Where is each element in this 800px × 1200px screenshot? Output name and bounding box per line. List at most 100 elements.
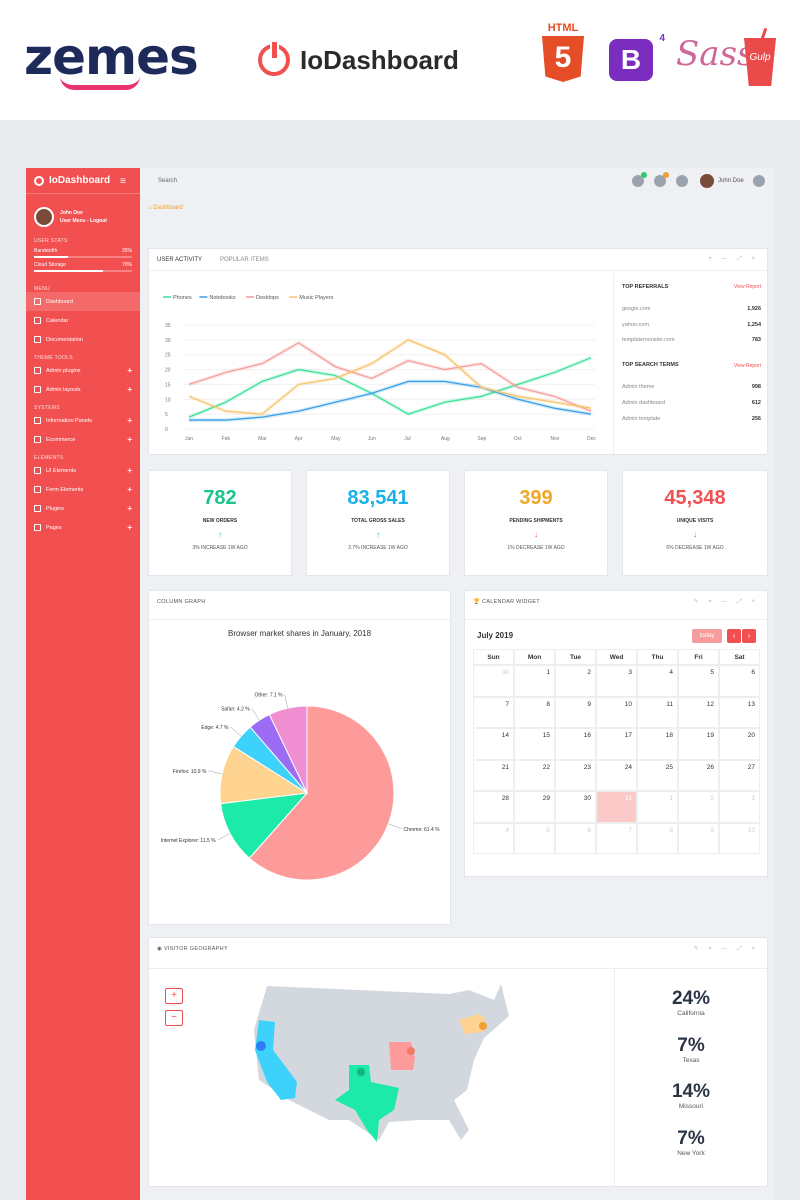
state-missouri[interactable] [389,1042,415,1070]
sidebar-user-links[interactable]: User Menu - Logout [60,218,107,224]
calendar-day[interactable]: 20 [719,728,760,760]
calendar-day[interactable]: 19 [678,728,719,760]
state-new-york[interactable] [459,1014,485,1034]
referral-row[interactable]: yahoo.com 1,254 [622,322,761,328]
marker-new-york[interactable] [479,1022,487,1030]
calendar-day[interactable]: 4 [637,665,678,697]
sidebar-brand[interactable]: IoDashboard ≡ [26,168,140,194]
calendar-day[interactable]: 27 [719,759,760,791]
calendar-day[interactable]: 12 [678,696,719,728]
calendar-day[interactable]: 5 [514,822,555,854]
sidebar-item-admin-layouts[interactable]: Admin layouts + [26,380,140,399]
calendar-day[interactable]: 5 [678,665,719,697]
expand-icon[interactable]: + [127,485,132,494]
breadcrumb[interactable]: ⌂ Dashboard [148,205,183,211]
marker-texas[interactable] [357,1068,365,1076]
calendar-day[interactable]: 6 [555,822,596,854]
sidebar-item-ui-elements[interactable]: UI Elements + [26,461,140,480]
bell-icon[interactable] [654,172,669,187]
calendar-day[interactable]: 3 [719,791,760,823]
card-tools[interactable]: ✎ ⌖ — ⤢ × [693,599,759,605]
chat-icon[interactable] [632,172,647,187]
calendar-day[interactable]: 1 [637,791,678,823]
expand-icon[interactable]: + [127,523,132,532]
calendar-day[interactable]: 18 [637,728,678,760]
card-tools[interactable]: ✎ ⌖ — ⤢ × [693,946,759,952]
calendar-day[interactable]: 29 [514,791,555,823]
expand-icon[interactable]: + [127,366,132,375]
calendar-day[interactable]: 6 [719,665,760,697]
tab-popular-items[interactable]: POPULAR ITEMS [220,256,269,263]
calendar-day[interactable]: 3 [596,665,637,697]
sidebar-user[interactable]: John Doe User Menu - Logout [26,202,140,232]
calendar-day[interactable]: 9 [555,696,596,728]
calendar-day[interactable]: 17 [596,728,637,760]
view-report-link[interactable]: View Report [733,284,761,290]
topbar-user-name[interactable]: John Doe [718,178,744,184]
sidebar-item-calendar[interactable]: Calendar [26,311,140,330]
next-month-button[interactable]: › [742,629,756,643]
calendar-day[interactable]: 8 [637,822,678,854]
tab-user-activity[interactable]: USER ACTIVITY [157,256,203,263]
avatar[interactable] [700,174,714,188]
calendar-day[interactable]: 13 [719,696,760,728]
sidebar-item-admin-plugins[interactable]: Admin plugins + [26,361,140,380]
avatar[interactable] [34,207,54,227]
state-california[interactable] [255,1020,297,1100]
card-tools[interactable]: ⌖ — ⤢ × [708,256,759,262]
marker-california[interactable] [256,1041,266,1051]
marker-missouri[interactable] [407,1047,415,1055]
expand-icon[interactable]: + [127,385,132,394]
hamburger-menu-icon[interactable]: ≡ [120,176,126,187]
calendar-day[interactable]: 30 [473,665,514,697]
sidebar-item-form-elements[interactable]: Form Elements + [26,480,140,499]
calendar-day[interactable]: 16 [555,728,596,760]
calendar-day[interactable]: 7 [596,822,637,854]
calendar-day[interactable]: 31 [596,791,637,823]
calendar-day[interactable]: 1 [514,665,555,697]
expand-icon[interactable]: + [127,466,132,475]
sidebar-item-pages[interactable]: Pages + [26,518,140,537]
search-term-row[interactable]: Admin theme 998 [622,384,761,390]
expand-icon[interactable]: + [127,504,132,513]
calendar-day[interactable]: 26 [678,759,719,791]
search-term-row[interactable]: Admin template 256 [622,416,761,422]
calendar-day[interactable]: 24 [596,759,637,791]
calendar-day[interactable]: 21 [473,759,514,791]
calendar-day[interactable]: 10 [719,822,760,854]
zoom-in-button[interactable]: + [165,988,183,1004]
calendar-day[interactable]: 11 [637,696,678,728]
referral-row[interactable]: google.com 1,926 [622,306,761,312]
calendar-day[interactable]: 9 [678,822,719,854]
breadcrumb-dashboard[interactable]: Dashboard [153,205,183,211]
expand-icon[interactable]: + [127,435,132,444]
calendar-day[interactable]: 2 [555,665,596,697]
calendar-day[interactable]: 2 [678,791,719,823]
sidebar-item-documentation[interactable]: Documentation [26,330,140,349]
calendar-day[interactable]: 15 [514,728,555,760]
calendar-day[interactable]: 8 [514,696,555,728]
sidebar-item-plugins[interactable]: Plugins + [26,499,140,518]
search-term-row[interactable]: Admin dashboard 612 [622,400,761,406]
prev-month-button[interactable]: ‹ [727,629,741,643]
calendar-day[interactable]: 30 [555,791,596,823]
referral-row[interactable]: templatemonster.com 783 [622,337,761,343]
calendar-day[interactable]: 4 [473,822,514,854]
search-input[interactable]: Search [158,178,178,184]
calendar-day[interactable]: 25 [637,759,678,791]
zoom-out-button[interactable]: − [165,1010,183,1026]
calendar-day[interactable]: 7 [473,696,514,728]
calendar-day[interactable]: 23 [555,759,596,791]
today-button[interactable]: today [692,629,722,643]
expand-icon[interactable]: + [127,416,132,425]
sidebar-item-information-panels[interactable]: Information Panels + [26,411,140,430]
calendar-day[interactable]: 28 [473,791,514,823]
calendar-day[interactable]: 14 [473,728,514,760]
calendar-day[interactable]: 10 [596,696,637,728]
state-texas[interactable] [335,1065,399,1142]
calendar-day[interactable]: 22 [514,759,555,791]
sidebar-item-ecommerce[interactable]: Ecommerce + [26,430,140,449]
sidebar-item-dashboard[interactable]: Dashboard [26,292,140,311]
flag-icon[interactable] [676,175,688,187]
menu-icon[interactable] [753,175,765,187]
